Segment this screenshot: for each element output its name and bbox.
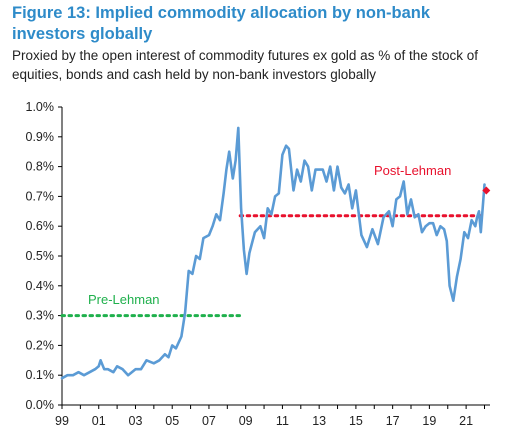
x-axis-ticks: 99 01 03 05 07 09 11 13 15 17 19 21 — [55, 405, 485, 428]
y-tick-label: 0.8% — [26, 160, 55, 174]
reference-labels: Pre-Lehman Post-Lehman — [88, 163, 451, 307]
y-tick-label: 0.4% — [26, 279, 55, 293]
chart-title: Figure 13: Implied commodity allocation … — [12, 4, 431, 43]
x-tick-label: 03 — [129, 414, 143, 428]
x-tick-label: 99 — [55, 414, 69, 428]
x-tick-label: 07 — [202, 414, 216, 428]
y-tick-label: 0.9% — [26, 130, 55, 144]
pre-lehman-label: Pre-Lehman — [88, 292, 160, 307]
x-tick-label: 13 — [312, 414, 326, 428]
y-tick-label: 0.1% — [26, 368, 55, 382]
chart-axes — [61, 107, 490, 406]
post-lehman-label: Post-Lehman — [374, 163, 451, 178]
y-tick-label: 0.0% — [26, 398, 55, 412]
series-layer — [60, 126, 491, 380]
x-tick-label: 21 — [459, 414, 473, 428]
commodity-allocation-series-line — [60, 126, 486, 380]
y-tick-label: 0.2% — [26, 338, 55, 352]
chart-subtitle: Proxied by the open interest of commodit… — [12, 48, 478, 82]
x-tick-label: 11 — [276, 414, 289, 428]
y-tick-label: 0.6% — [26, 219, 55, 233]
y-tick-label: 1.0% — [26, 100, 55, 114]
reference-lines — [60, 214, 486, 318]
x-tick-label: 19 — [422, 414, 436, 428]
latest-point-marker — [482, 186, 491, 195]
y-tick-label: 0.5% — [26, 249, 55, 263]
x-tick-label: 15 — [349, 414, 363, 428]
y-tick-label: 0.7% — [26, 189, 55, 203]
x-tick-label: 01 — [92, 414, 106, 428]
x-tick-label: 17 — [386, 414, 400, 428]
x-tick-label: 05 — [165, 414, 179, 428]
y-axis-ticks: 0.0% 0.1% 0.2% 0.3% 0.4% 0.5% 0.6% 0.7% 0.8% 0.9%… — [26, 100, 62, 412]
x-tick-label: 09 — [239, 414, 253, 428]
y-tick-label: 0.3% — [26, 309, 55, 323]
